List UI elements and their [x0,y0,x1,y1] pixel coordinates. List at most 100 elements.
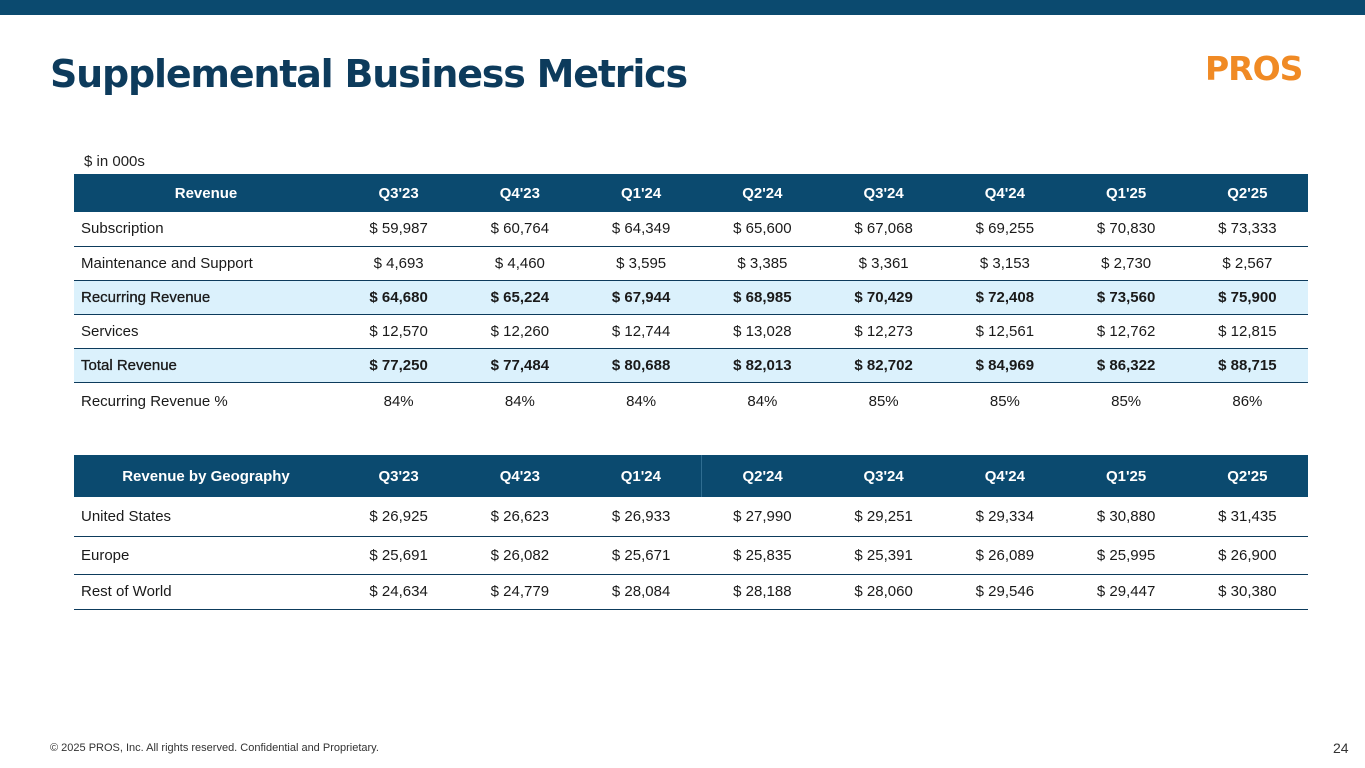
table-cell: $ 70,830 [1065,212,1187,247]
table-row: Services $ 12,570 $ 12,260 $ 12,744 $ 13… [74,314,1308,349]
table-row-total-revenue: Total Revenue $ 77,250 $ 77,484 $ 80,688… [74,348,1308,383]
header-cell: Q1'25 [1065,174,1187,212]
table-cell: $ 25,691 [338,536,460,575]
table-cell: $ 30,380 [1186,574,1308,610]
table-cell: 84% [747,392,778,410]
table-cell: $ 29,546 [944,574,1066,610]
table-cell: $ 30,880 [1065,497,1187,537]
header-cell: Q2'25 [1186,174,1308,212]
table-cell: $ 64,349 [580,212,702,247]
table-cell: $ 84,969 [944,348,1066,383]
table-cell: $ 12,260 [459,314,581,349]
table-cell: $ 73,560 [1065,280,1187,315]
table-cell: $ 28,188 [701,574,823,610]
table-cell: $ 26,933 [580,497,702,537]
table-cell: $ 4,460 [459,246,581,281]
table-cell: 85% [868,392,899,410]
table-cell: $ 26,925 [338,497,460,537]
table-cell: $ 29,447 [1065,574,1187,610]
header-cell: Q4'23 [459,174,581,212]
table-cell: $ 12,744 [580,314,702,349]
header-cell: Q3'24 [823,174,945,212]
table-cell: $ 77,484 [459,348,581,383]
table-cell: $ 25,671 [580,536,702,575]
table-cell: $ 3,385 [701,246,823,281]
revenue-header-row: Revenue Q3'23 Q4'23 Q1'24 Q2'24 Q3'24 Q4… [74,174,1308,212]
header-cell: Revenue [74,174,338,212]
header-cell: Q2'24 [701,455,823,497]
footer-copyright: © 2025 PROS, Inc. All rights reserved. C… [50,742,379,754]
row-label: Total Revenue [74,348,338,383]
table-cell: $ 82,013 [701,348,823,383]
table-cell: $ 80,688 [580,348,702,383]
table-cell: $ 68,985 [701,280,823,315]
row-label: United States [74,497,338,537]
table-cell: $ 28,060 [823,574,945,610]
table-cell: $ 2,730 [1065,246,1187,281]
row-label: Maintenance and Support [74,246,338,281]
table-cell: $ 77,250 [338,348,460,383]
header-cell: Q4'23 [459,455,581,497]
table-cell: $ 13,028 [701,314,823,349]
table-row: United States $ 26,925 $ 26,623 $ 26,933… [74,497,1308,537]
table-row: Recurring Revenue % 84% 84% 84% 84% 85% … [74,382,1308,420]
table-cell: $ 24,634 [338,574,460,610]
header-cell: Q4'24 [944,455,1066,497]
table-cell: $ 59,987 [338,212,460,247]
table-cell: $ 25,995 [1065,536,1187,575]
row-label: Services [74,314,338,349]
table-cell: $ 4,693 [338,246,460,281]
row-label: Recurring Revenue [74,280,338,315]
table-cell: $ 88,715 [1186,348,1308,383]
table-cell: $ 60,764 [459,212,581,247]
table-cell: $ 26,623 [459,497,581,537]
table-cell: $ 70,429 [823,280,945,315]
table-cell: 86% [1232,392,1263,410]
table-cell: 84% [504,392,535,410]
table-cell: $ 3,595 [580,246,702,281]
table-row: Rest of World $ 24,634 $ 24,779 $ 28,084… [74,574,1308,610]
table-cell: $ 86,322 [1065,348,1187,383]
table-cell: 84% [626,392,657,410]
table-cell: $ 29,334 [944,497,1066,537]
top-accent-bar [0,0,1365,15]
table-cell: $ 26,082 [459,536,581,575]
units-note: $ in 000s [84,153,145,170]
table-row: Europe $ 25,691 $ 26,082 $ 25,671 $ 25,8… [74,536,1308,575]
table-cell: $ 24,779 [459,574,581,610]
row-label: Recurring Revenue % [81,392,228,410]
table-cell: $ 65,224 [459,280,581,315]
table-cell: $ 65,600 [701,212,823,247]
table-row: Maintenance and Support $ 4,693 $ 4,460 … [74,246,1308,281]
table-row-recurring-revenue: Recurring Revenue $ 64,680 $ 65,224 $ 67… [74,280,1308,315]
table-cell: $ 3,153 [944,246,1066,281]
table-cell: $ 73,333 [1186,212,1308,247]
pros-logo: PROS [1205,49,1303,88]
table-cell: $ 26,900 [1186,536,1308,575]
table-cell: $ 31,435 [1186,497,1308,537]
table-row: Subscription $ 59,987 $ 60,764 $ 64,349 … [74,212,1308,247]
table-cell: $ 72,408 [944,280,1066,315]
header-cell: Q3'23 [338,455,460,497]
table-cell: $ 64,680 [338,280,460,315]
revenue-table: Revenue Q3'23 Q4'23 Q1'24 Q2'24 Q3'24 Q4… [74,174,1308,420]
table-cell: $ 75,900 [1186,280,1308,315]
table-cell: $ 25,391 [823,536,945,575]
table-cell: $ 12,815 [1186,314,1308,349]
header-cell: Q1'24 [580,174,702,212]
table-cell: $ 69,255 [944,212,1066,247]
table-cell: $ 26,089 [944,536,1066,575]
table-cell: $ 28,084 [580,574,702,610]
row-label: Europe [74,536,338,575]
table-cell: $ 82,702 [823,348,945,383]
header-cell: Q2'25 [1186,455,1308,497]
table-cell: $ 12,762 [1065,314,1187,349]
geography-table: Revenue by Geography Q3'23 Q4'23 Q1'24 Q… [74,455,1308,610]
table-cell: $ 2,567 [1186,246,1308,281]
header-cell: Q1'24 [580,455,703,497]
header-cell: Q2'24 [701,174,823,212]
table-cell: 84% [383,392,414,410]
table-cell: $ 12,561 [944,314,1066,349]
page-title: Supplemental Business Metrics [50,52,688,96]
table-cell: 85% [989,392,1020,410]
